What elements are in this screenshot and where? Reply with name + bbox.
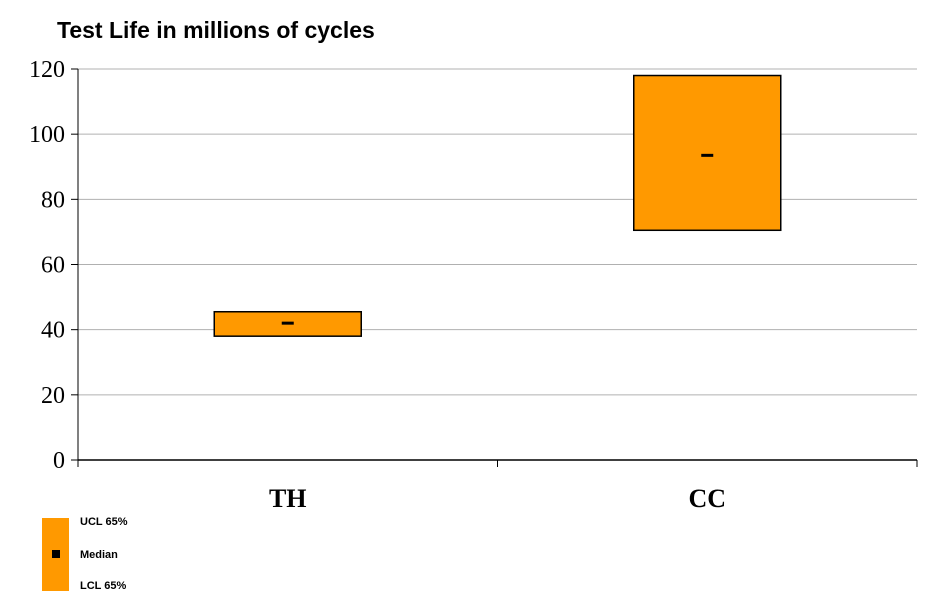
y-tick-label: 0 — [53, 448, 65, 474]
y-tick-label: 100 — [29, 122, 65, 148]
legend: UCL 65% Median LCL 65% — [42, 516, 128, 592]
y-tick-label: 120 — [29, 57, 65, 83]
y-tick-label: 20 — [41, 383, 65, 409]
legend-median-marker — [52, 550, 60, 558]
chart-title: Test Life in millions of cycles — [57, 17, 375, 43]
x-tick-label-cc: CC — [688, 484, 726, 513]
y-tick-label: 80 — [41, 187, 65, 213]
plot-boxes — [213, 74, 782, 337]
box-cc — [633, 74, 782, 232]
y-axis: 0 20 40 60 80 100 120 — [29, 57, 79, 474]
median-marker-cc — [701, 153, 714, 157]
x-axis: TH CC — [77, 459, 918, 513]
y-tick-label: 60 — [41, 253, 65, 279]
gridlines — [78, 68, 917, 396]
legend-ucl-label: UCL 65% — [80, 516, 128, 528]
legend-median-label: Median — [80, 549, 118, 561]
x-tick-label-th: TH — [269, 484, 307, 513]
median-marker-th — [281, 321, 294, 325]
legend-lcl-label: LCL 65% — [80, 580, 126, 592]
y-tick-label: 40 — [41, 318, 65, 344]
